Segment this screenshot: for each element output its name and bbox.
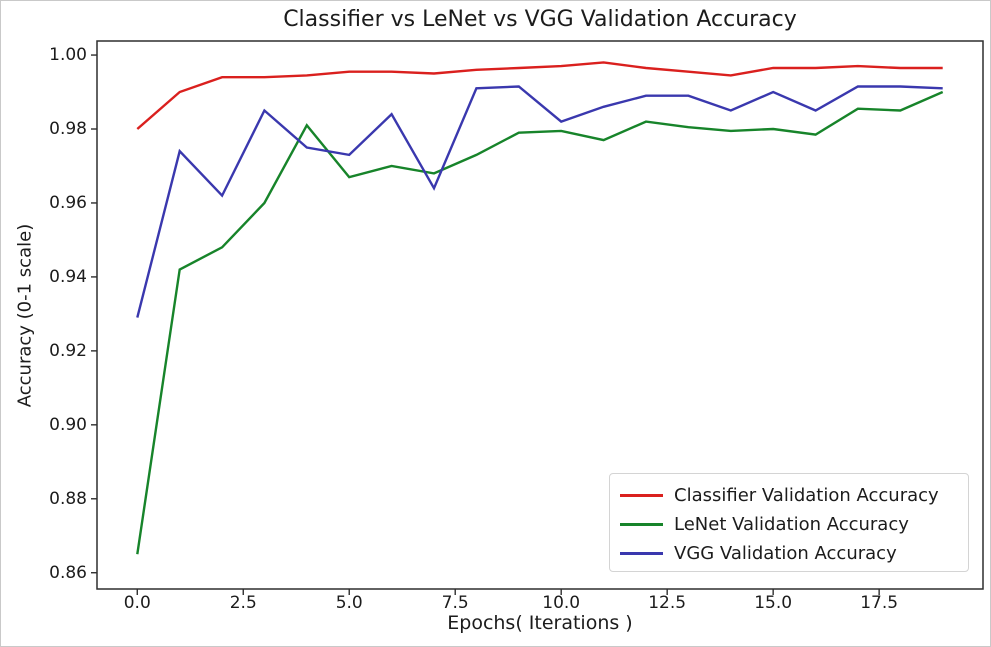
legend-item: LeNet Validation Accuracy xyxy=(620,510,968,539)
x-tick-label: 7.5 xyxy=(441,593,469,613)
y-tick-label: 0.88 xyxy=(49,488,87,509)
x-axis-label: Epochs( Iterations ) xyxy=(447,612,633,634)
y-tick-label: 0.96 xyxy=(49,192,87,213)
legend-line-swatch-classifier xyxy=(620,494,663,497)
y-tick-label: 0.98 xyxy=(49,119,87,139)
legend-label: VGG Validation Accuracy xyxy=(674,543,897,564)
y-tick-label: 1.00 xyxy=(49,45,87,66)
series-line-vgg xyxy=(136,85,943,318)
y-tick-label: 0.86 xyxy=(49,562,87,583)
x-tick-label: 17.5 xyxy=(860,593,899,613)
axes-spines xyxy=(96,40,984,590)
x-tick-label: 5.0 xyxy=(335,593,363,613)
series-line-classifier xyxy=(136,61,943,130)
legend-label: LeNet Validation Accuracy xyxy=(674,514,909,535)
x-tick-label: 15.0 xyxy=(754,593,793,613)
legend-item: Classifier Validation Accuracy xyxy=(620,481,968,510)
x-tick-label: 0.0 xyxy=(123,593,151,613)
y-tick-label: 0.92 xyxy=(49,340,87,361)
y-tick-label: 0.90 xyxy=(49,414,87,435)
legend-line-swatch-vgg xyxy=(620,552,663,555)
y-tick-label: 0.94 xyxy=(49,266,87,287)
x-tick-label: 12.5 xyxy=(648,593,687,613)
x-tick-label: 2.5 xyxy=(229,593,257,613)
x-tick-label: 10.0 xyxy=(542,593,581,613)
legend: Classifier Validation Accuracy LeNet Val… xyxy=(609,473,969,572)
legend-label: Classifier Validation Accuracy xyxy=(674,485,939,506)
series-line-lenet xyxy=(136,90,944,555)
legend-line-swatch-lenet xyxy=(620,523,663,526)
chart-title: Classifier vs LeNet vs VGG Validation Ac… xyxy=(283,7,797,32)
legend-item: VGG Validation Accuracy xyxy=(620,539,968,568)
